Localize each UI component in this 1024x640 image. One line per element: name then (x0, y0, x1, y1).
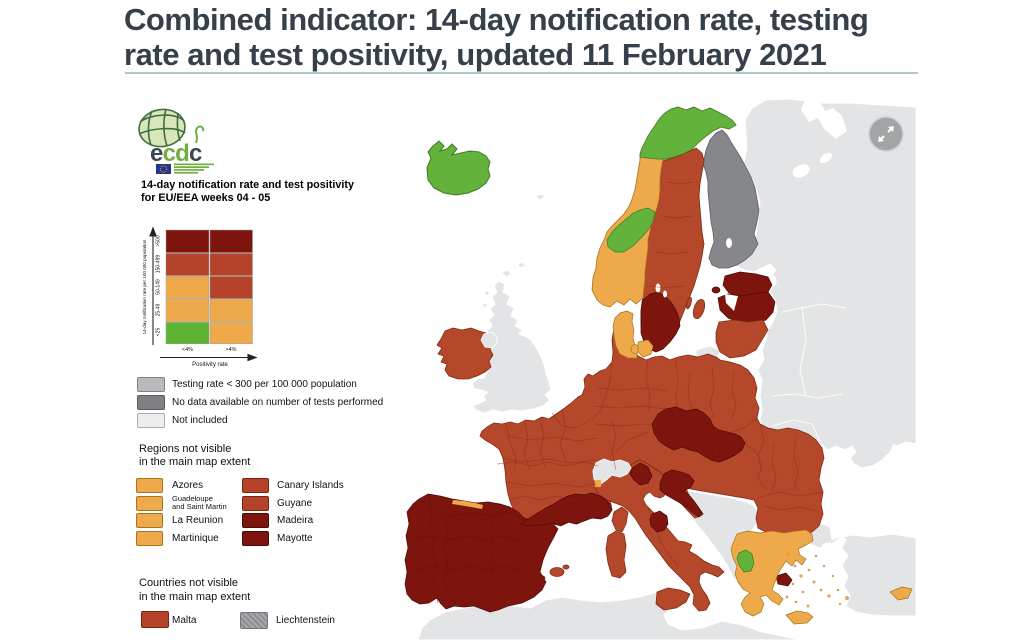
svg-text:25-49: 25-49 (156, 303, 162, 316)
svg-text:14-day notification rate per 1: 14-day notification rate per 100 000 pop… (142, 239, 147, 334)
svg-text:Positivity rate: Positivity rate (192, 362, 228, 368)
svg-text:ecdc: ecdc (150, 140, 202, 167)
svg-text:>500: >500 (156, 235, 162, 246)
svg-text:150-499: 150-499 (156, 255, 162, 274)
svg-text:50-149: 50-149 (156, 279, 162, 295)
svg-text:>4%: >4% (225, 347, 236, 353)
svg-text:<25: <25 (156, 328, 162, 337)
svg-text:<4%: <4% (182, 347, 193, 353)
